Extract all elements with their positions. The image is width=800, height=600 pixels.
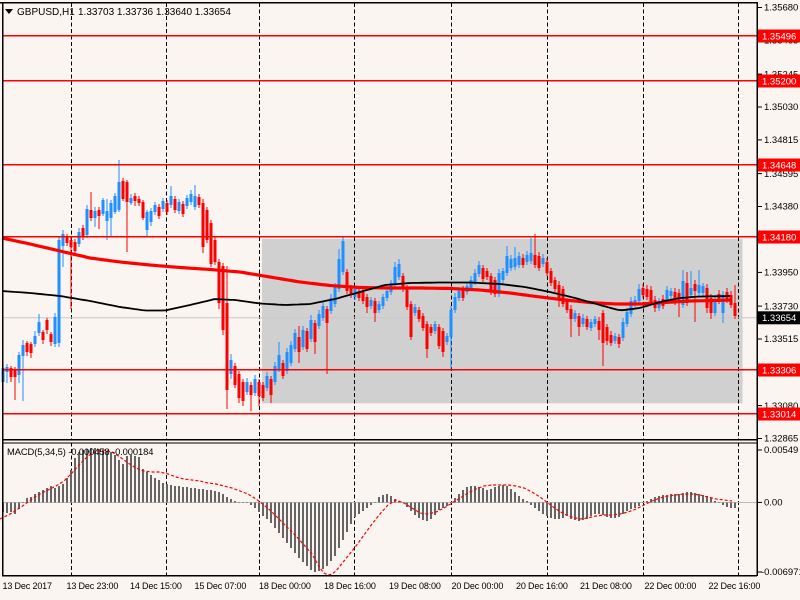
svg-text:20 Dec 16:00: 20 Dec 16:00 <box>516 581 568 591</box>
svg-text:1.33080: 1.33080 <box>764 401 798 412</box>
svg-text:1.33730: 1.33730 <box>764 301 798 312</box>
svg-text:1.34595: 1.34595 <box>764 169 798 180</box>
svg-text:15 Dec 07:00: 15 Dec 07:00 <box>195 581 247 591</box>
svg-text:1.35030: 1.35030 <box>764 102 798 113</box>
svg-text:1.34815: 1.34815 <box>764 135 798 146</box>
svg-text:22 Dec 00:00: 22 Dec 00:00 <box>645 581 697 591</box>
svg-text:-0.006971: -0.006971 <box>761 567 800 578</box>
svg-text:1.33950: 1.33950 <box>764 268 798 279</box>
svg-text:1.34648: 1.34648 <box>762 160 796 171</box>
svg-text:20 Dec 00:00: 20 Dec 00:00 <box>452 581 504 591</box>
svg-text:13 Dec 23:00: 13 Dec 23:00 <box>67 581 119 591</box>
svg-text:1.33703 1.33736 1.33640 1.3365: 1.33703 1.33736 1.33640 1.33654 <box>78 7 231 18</box>
svg-text:1.32865: 1.32865 <box>764 434 798 445</box>
svg-text:19 Dec 08:00: 19 Dec 08:00 <box>389 581 441 591</box>
svg-text:22 Dec 16:00: 22 Dec 16:00 <box>709 581 761 591</box>
svg-text:1.34180: 1.34180 <box>762 232 796 243</box>
svg-text:1.34380: 1.34380 <box>764 202 798 213</box>
svg-text:GBPUSD,H1: GBPUSD,H1 <box>17 7 75 18</box>
svg-text:13 Dec 2017: 13 Dec 2017 <box>3 581 53 591</box>
svg-text:1.33515: 1.33515 <box>764 334 798 345</box>
svg-text:21 Dec 08:00: 21 Dec 08:00 <box>580 581 632 591</box>
svg-text:1.35680: 1.35680 <box>764 3 798 14</box>
svg-text:0.00549: 0.00549 <box>764 445 798 456</box>
svg-text:MACD(5,34,5) -0.000458 -0.0001: MACD(5,34,5) -0.000458 -0.000184 <box>7 446 153 457</box>
svg-text:1.33654: 1.33654 <box>762 313 796 324</box>
svg-text:1.33306: 1.33306 <box>762 365 796 376</box>
svg-text:1.35496: 1.35496 <box>762 31 796 42</box>
svg-text:14 Dec 15:00: 14 Dec 15:00 <box>130 581 182 591</box>
svg-text:18 Dec 16:00: 18 Dec 16:00 <box>324 581 376 591</box>
svg-text:18 Dec 00:00: 18 Dec 00:00 <box>259 581 311 591</box>
svg-text:1.35200: 1.35200 <box>762 76 796 87</box>
svg-text:0.00: 0.00 <box>764 498 783 509</box>
svg-text:1.33014: 1.33014 <box>762 409 796 420</box>
